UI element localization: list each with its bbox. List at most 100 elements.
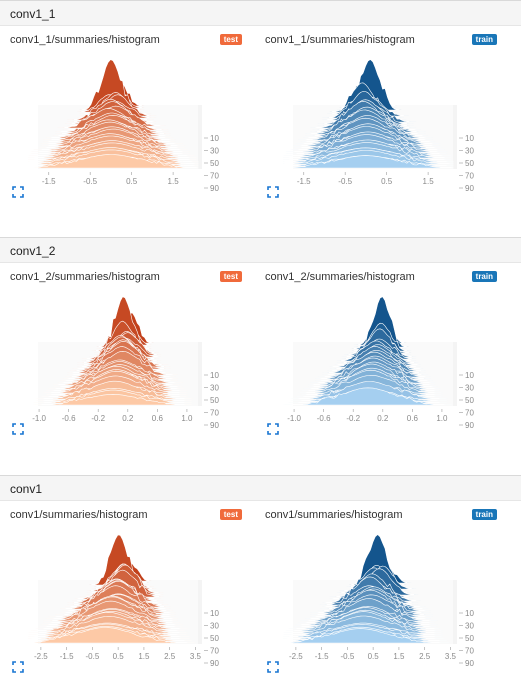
run-badge-test: test [219, 509, 242, 520]
histogram-card-test: conv1_1/summaries/histogram test 10 30 50 70 9… [10, 34, 250, 209]
histogram-slice [283, 296, 453, 348]
histogram-slice [283, 328, 453, 358]
step-tick-label: 90 [210, 184, 219, 193]
card-title: conv1/summaries/histogram [265, 509, 403, 521]
histogram-card-train: conv1_2/summaries/histogram train 10 30 50 70… [265, 271, 505, 446]
section-header[interactable]: conv1_1 [0, 0, 521, 26]
x-tick-label: 0.5 [113, 652, 125, 661]
step-tick-label: 90 [465, 421, 474, 430]
x-tick-label: 1.5 [168, 177, 180, 186]
step-tick-label: 30 [210, 384, 219, 393]
step-tick-label: 10 [465, 371, 474, 380]
expand-icon[interactable] [267, 423, 279, 435]
card-title: conv1_1/summaries/histogram [10, 34, 160, 46]
step-tick-label: 70 [465, 172, 474, 181]
x-tick-label: 0.5 [126, 177, 138, 186]
step-tick-label: 70 [465, 409, 474, 418]
x-tick-label: -1.0 [287, 414, 301, 423]
x-tick-label: 0.6 [152, 414, 164, 423]
histogram-slice [27, 627, 198, 644]
x-tick-label: 1.0 [181, 414, 193, 423]
x-tick-label: -0.5 [83, 177, 97, 186]
x-tick-label: -0.6 [317, 414, 331, 423]
step-tick-label: 10 [210, 609, 219, 618]
run-badge-train: train [471, 509, 497, 520]
x-tick-label: 2.5 [419, 652, 431, 661]
histogram-chart: 10 30 50 70 90 -1.5 -0.5 0.5 1.5 [282, 59, 474, 193]
histogram-slice [28, 320, 198, 352]
expand-icon[interactable] [12, 661, 24, 673]
x-tick-label: -2.5 [34, 652, 48, 661]
step-tick-label: 10 [465, 134, 474, 143]
x-tick-label: -1.5 [315, 652, 329, 661]
step-tick-label: 50 [465, 159, 474, 168]
histogram-slice [283, 534, 453, 586]
step-tick-label: 70 [210, 647, 219, 656]
expand-icon[interactable] [12, 423, 24, 435]
expand-icon[interactable] [267, 661, 279, 673]
x-tick-label: -1.5 [60, 652, 74, 661]
run-badge-train: train [471, 271, 497, 282]
step-tick-label: 50 [210, 396, 219, 405]
step-tick-label: 30 [465, 622, 474, 631]
x-tick-label: 0.5 [368, 652, 380, 661]
card-title: conv1/summaries/histogram [10, 509, 148, 521]
step-tick-label: 90 [465, 659, 474, 668]
x-tick-label: -1.0 [32, 414, 46, 423]
x-tick-label: -0.5 [340, 652, 354, 661]
section-header[interactable]: conv1_2 [0, 237, 521, 263]
x-tick-label: 3.5 [445, 652, 457, 661]
step-tick-label: 30 [465, 384, 474, 393]
histogram-slice [282, 387, 454, 406]
histogram-chart: 10 30 50 70 90 -1.0 -0.6 -0.2 0.2 0.6 1.0 [282, 296, 474, 430]
step-tick-label: 70 [210, 172, 219, 181]
card-title: conv1_1/summaries/histogram [265, 34, 415, 46]
step-tick-label: 30 [210, 622, 219, 631]
x-tick-label: 1.5 [393, 652, 405, 661]
x-tick-label: -0.2 [346, 414, 360, 423]
expand-icon[interactable] [12, 186, 24, 198]
histogram-slice [27, 154, 199, 169]
histogram-card-train: conv1/summaries/histogram train 10 30 50 70 90… [265, 509, 505, 684]
histogram-chart: 10 30 50 70 90 -2.5 -1.5 -0.5 0.5 1.5 2.5 3.5 [282, 534, 474, 668]
section-title: conv1_2 [10, 244, 56, 258]
histogram-slice [28, 534, 198, 586]
x-tick-label: -0.6 [62, 414, 76, 423]
x-tick-label: 0.2 [377, 414, 389, 423]
x-tick-label: -0.5 [338, 177, 352, 186]
x-tick-label: -0.2 [91, 414, 105, 423]
histogram-card-train: conv1_1/summaries/histogram train 10 30 50 70… [265, 34, 505, 209]
x-tick-label: -2.5 [289, 652, 303, 661]
x-tick-label: 0.6 [407, 414, 419, 423]
x-tick-label: 3.5 [190, 652, 202, 661]
run-badge-test: test [219, 34, 242, 45]
step-tick-label: 30 [210, 147, 219, 156]
step-tick-label: 10 [210, 371, 219, 380]
x-tick-label: 1.0 [436, 414, 448, 423]
card-title: conv1_2/summaries/histogram [265, 271, 415, 283]
x-tick-label: 2.5 [164, 652, 176, 661]
histogram-card-test: conv1/summaries/histogram test 10 30 50 70 90 -… [10, 509, 250, 684]
x-tick-label: -1.5 [42, 177, 56, 186]
step-tick-label: 70 [465, 647, 474, 656]
card-title: conv1_2/summaries/histogram [10, 271, 160, 283]
histogram-slice [282, 155, 454, 169]
step-tick-label: 50 [465, 396, 474, 405]
step-tick-label: 50 [465, 634, 474, 643]
step-tick-label: 30 [465, 147, 474, 156]
histogram-slice [28, 59, 198, 111]
step-tick-label: 90 [465, 184, 474, 193]
expand-icon[interactable] [267, 186, 279, 198]
section-title: conv1_1 [10, 7, 56, 21]
step-tick-label: 10 [210, 134, 219, 143]
histogram-slice [282, 628, 453, 644]
section-header[interactable]: conv1 [0, 475, 521, 501]
x-tick-label: 0.5 [381, 177, 393, 186]
histogram-slice [28, 393, 198, 406]
x-tick-label: 0.2 [122, 414, 134, 423]
run-badge-test: test [219, 271, 242, 282]
histogram-chart: 10 30 50 70 90 -2.5 -1.5 -0.5 0.5 1.5 2.5 3.5 [27, 534, 219, 668]
run-badge-train: train [471, 34, 497, 45]
x-tick-label: -1.5 [297, 177, 311, 186]
step-tick-label: 50 [210, 634, 219, 643]
